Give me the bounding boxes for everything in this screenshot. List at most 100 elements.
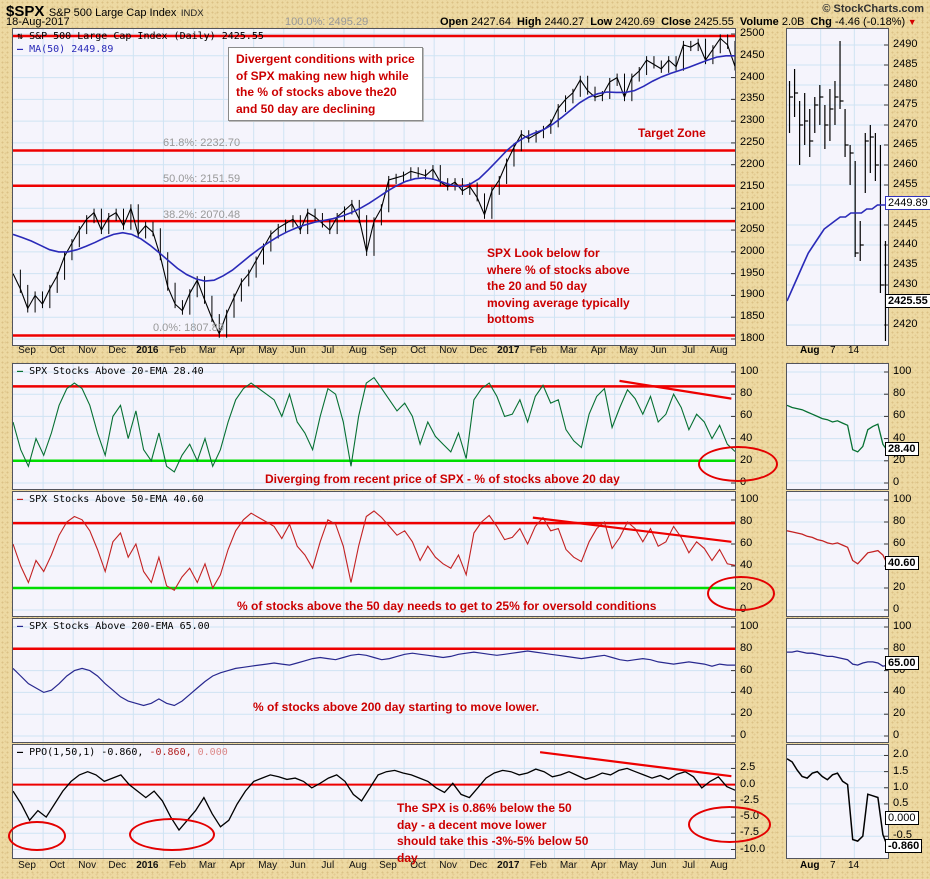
p200-line-swatch: — xyxy=(17,621,24,632)
chart-date: 18-Aug-2017 xyxy=(6,16,70,28)
month-tick-label: 2017 xyxy=(497,860,520,871)
y-tick-label: 2050 xyxy=(740,223,765,236)
y-tick-label: 0 xyxy=(740,476,747,488)
ppo-y-axis: 2.5 0.0 -2.5 -5.0 -7.5 -10.0 xyxy=(737,744,783,857)
y-tick-label: 1.0 xyxy=(893,780,909,793)
ma-legend: — MA(50) 2449.89 xyxy=(17,44,113,55)
x-axis-months-top: Sep Oct Nov Dec 2016 Feb Mar Apr May Jun Jul Aug Sep… xyxy=(12,345,734,358)
mini-price-y-axis: 2490 2485 2480 2475 2470 2465 2460 2455 2445 2440… xyxy=(885,28,930,344)
month-tick-label: Feb xyxy=(529,860,547,871)
y-tick-label: 2445 xyxy=(893,218,918,230)
fib-label-50: 50.0%: 2151.59 xyxy=(163,173,241,185)
fib-label-100: 100.0%: 2495.29 xyxy=(285,16,369,28)
y-tick-label: 40 xyxy=(740,685,753,698)
mini-pct200-chart xyxy=(786,618,889,743)
y-tick-label: 60 xyxy=(893,537,906,549)
month-tick-label: Jul xyxy=(321,860,335,871)
y-tick-label: 100 xyxy=(893,365,912,377)
month-tick-label: Oct xyxy=(49,345,65,356)
month-tick-label: Mar xyxy=(559,345,578,356)
y-tick-label: 2450 xyxy=(740,48,765,61)
y-tick-label: 2470 xyxy=(893,118,918,130)
y-tick-label: 0.5 xyxy=(893,796,909,809)
month-tick-label: Jul xyxy=(321,345,335,356)
y-tick-label: 2465 xyxy=(893,138,918,150)
month-tick-label: Jul xyxy=(682,860,696,871)
month-tick-label: Sep xyxy=(18,345,36,356)
value-tag: 65.00 xyxy=(885,656,919,671)
ppo-left-ellipse-1 xyxy=(8,821,66,851)
y-tick-label: 2.5 xyxy=(740,761,756,774)
pct-above-50ema-chart: — SPX Stocks Above 50-EMA 40.60 xyxy=(12,491,736,617)
y-tick-label: 80 xyxy=(893,515,906,527)
p20-legend: — SPX Stocks Above 20-EMA 28.40 xyxy=(17,366,204,377)
quote-value: 2427.64 xyxy=(468,16,511,28)
mini-x-tick-label: Aug xyxy=(800,860,820,871)
month-tick-label: Mar xyxy=(198,860,217,871)
mini-x-tick-label: 14 xyxy=(848,860,860,871)
mini-pct20-chart xyxy=(786,363,889,490)
quote-value: 2440.27 xyxy=(541,16,585,28)
ma-line-swatch: — xyxy=(17,44,24,55)
p200-move-lower-note: % of stocks above 200 day starting to mo… xyxy=(253,700,540,714)
month-tick-label: Aug xyxy=(349,345,367,356)
month-tick-label: May xyxy=(619,345,639,356)
main-legend-title: S&P 500 Large Cap Index (Daily) 2425.55 xyxy=(29,31,264,42)
y-tick-label: 0 xyxy=(893,729,900,741)
month-tick-label: May xyxy=(258,860,278,871)
divergence-annotation-box: Divergent conditions with price of SPX m… xyxy=(228,47,423,122)
fib-label-382: 38.2%: 2070.48 xyxy=(163,209,241,221)
mini-x-tick-label: 7 xyxy=(830,345,836,356)
y-tick-label: 100 xyxy=(893,493,912,505)
y-tick-label: 80 xyxy=(893,641,906,654)
month-tick-label: Dec xyxy=(469,345,488,356)
quote-label: Open xyxy=(440,16,469,28)
month-tick-label: Sep xyxy=(379,345,397,356)
exchange-label: INDX xyxy=(180,8,204,19)
mini-pct50-chart xyxy=(786,491,889,617)
y-tick-label: 20 xyxy=(893,581,906,593)
y-tick-label: 100 xyxy=(740,493,759,505)
y-tick-label: 1950 xyxy=(740,266,765,279)
quote-label: Volume xyxy=(739,16,779,28)
quote-label: Chg xyxy=(810,16,832,28)
y-tick-label: 2490 xyxy=(893,38,918,50)
p50-legend: — SPX Stocks Above 50-EMA 40.60 xyxy=(17,494,204,505)
month-tick-label: Nov xyxy=(78,345,97,356)
mini-ppo-chart xyxy=(786,744,889,859)
y-tick-label: 20 xyxy=(893,707,906,720)
month-tick-label: Apr xyxy=(229,345,246,356)
mini-x-tick-label: Aug xyxy=(800,345,820,356)
y-tick-label: 0 xyxy=(893,476,900,488)
ppo-line-swatch: — xyxy=(17,747,24,758)
fib-label-0: 0.0%: 1807.89 xyxy=(153,322,224,334)
y-tick-label: 2400 xyxy=(740,70,765,83)
ticker-symbol: $SPX xyxy=(6,3,45,20)
p20-legend-text: SPX Stocks Above 20-EMA 28.40 xyxy=(29,366,204,377)
ppo-chart: — PPO(1,50,1) -0.860, -0.860, 0.000 xyxy=(12,744,736,859)
y-tick-label: 0 xyxy=(893,603,900,615)
p20-highlight-ellipse xyxy=(698,446,778,482)
month-tick-label: Sep xyxy=(18,860,36,871)
y-tick-label: 2440 xyxy=(893,238,918,250)
ppo-legend-value1: PPO(1,50,1) -0.860, xyxy=(29,747,144,758)
month-tick-label: Dec xyxy=(108,345,127,356)
y-tick-label: -2.5 xyxy=(740,793,759,806)
ppo-legend-value3: 0.000 xyxy=(191,747,228,758)
y-tick-label: 1800 xyxy=(740,332,765,344)
p20-line-swatch: — xyxy=(17,366,24,377)
month-tick-label: Nov xyxy=(439,860,458,871)
ma-legend-text: MA(50) 2449.89 xyxy=(29,44,114,55)
p50-line-swatch: — xyxy=(17,494,24,505)
y-tick-label: 80 xyxy=(740,387,753,400)
pct-above-200ema-chart: — SPX Stocks Above 200-EMA 65.00 xyxy=(12,618,736,743)
updown-icon: ⇅ xyxy=(17,31,24,42)
month-tick-label: Jun xyxy=(289,345,306,356)
month-tick-label: Aug xyxy=(709,345,728,356)
y-tick-label: 40 xyxy=(740,559,753,571)
y-tick-label: 40 xyxy=(740,431,753,444)
mini-price-chart xyxy=(786,28,889,346)
month-tick-label: Jun xyxy=(650,345,667,356)
header: $SPX S&P 500 Large Cap Index INDX xyxy=(6,3,204,21)
